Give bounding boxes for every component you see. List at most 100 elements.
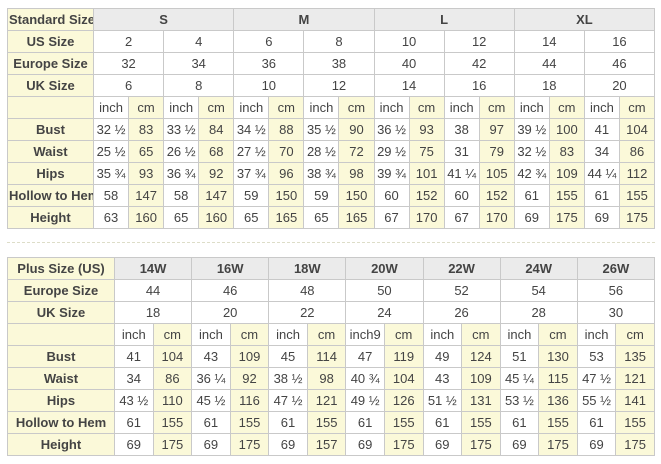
unit-header: cm xyxy=(478,96,515,119)
measurement-cell: 104 xyxy=(383,367,424,390)
table-row: Hollow to Hem 61 155 61 155 61 155 61 155 61 155 61… xyxy=(7,411,655,434)
unit-header: cm xyxy=(306,323,347,346)
measurement-cell: 34 ½ xyxy=(233,118,270,141)
measurement-cell: 69 xyxy=(345,433,385,456)
measurement-cell: 155 xyxy=(229,411,270,434)
measurement-cell: 43 xyxy=(422,367,463,390)
measurement-cell: 75 xyxy=(408,140,445,163)
table-row: Height 69 175 69 175 69 157 69 175 69 175 69 175 69 17… xyxy=(7,433,655,456)
measurement-cell: 69 xyxy=(499,433,540,456)
size-group-header: 22W xyxy=(422,257,501,280)
measurement-cell: 155 xyxy=(548,184,585,207)
measurement-cell: 155 xyxy=(152,411,193,434)
size-cell: 54 xyxy=(499,279,578,302)
row-label: Europe Size xyxy=(7,279,115,302)
measurement-cell: 155 xyxy=(538,411,578,434)
size-cell: 20 xyxy=(583,74,656,97)
row-label: Hips xyxy=(7,389,115,412)
size-cell: 10 xyxy=(373,30,445,53)
size-cell: 56 xyxy=(576,279,656,302)
measurement-cell: 55 ½ xyxy=(576,389,617,412)
measurement-cell: 49 xyxy=(422,345,463,368)
unit-header: cm xyxy=(128,96,165,119)
measurement-cell: 147 xyxy=(128,184,165,207)
unit-header: inch xyxy=(373,96,410,119)
size-cell: 24 xyxy=(345,301,424,324)
unit-header: cm xyxy=(229,323,270,346)
measurement-cell: 105 xyxy=(478,162,515,185)
unit-header: inch xyxy=(92,96,130,119)
measurement-cell: 40 ¾ xyxy=(345,367,385,390)
measurement-cell: 101 xyxy=(408,162,445,185)
size-cell: 44 xyxy=(513,52,585,75)
measurement-cell: 41 xyxy=(114,345,154,368)
size-cell: 6 xyxy=(233,30,305,53)
measurement-cell: 104 xyxy=(152,345,193,368)
measurement-cell: 59 xyxy=(233,184,270,207)
measurement-cell: 141 xyxy=(615,389,655,412)
measurement-cell: 115 xyxy=(538,367,578,390)
size-group-header: 20W xyxy=(345,257,424,280)
unit-header: cm xyxy=(268,96,305,119)
measurement-cell: 119 xyxy=(383,345,424,368)
size-group-header: 14W xyxy=(113,257,193,280)
row-label: US Size xyxy=(7,30,94,53)
size-group-header: 26W xyxy=(576,257,656,280)
unit-header: cm xyxy=(152,323,193,346)
measurement-cell: 175 xyxy=(538,433,578,456)
unit-header: inch xyxy=(576,323,617,346)
row-label: Hollow to Hem xyxy=(7,184,94,207)
unit-header: inch xyxy=(268,323,308,346)
measurement-cell: 69 xyxy=(576,433,617,456)
size-group-header: 16W xyxy=(191,257,270,280)
measurement-cell: 41 xyxy=(583,118,620,141)
measurement-cell: 45 ¼ xyxy=(499,367,540,390)
row-label-empty xyxy=(7,323,115,346)
measurement-cell: 72 xyxy=(338,140,375,163)
table-row: Standard Size S M L XL xyxy=(7,8,656,31)
measurement-cell: 34 xyxy=(114,367,154,390)
measurement-cell: 109 xyxy=(229,345,270,368)
measurement-cell: 47 ½ xyxy=(268,389,308,412)
measurement-cell: 86 xyxy=(618,140,656,163)
measurement-cell: 121 xyxy=(306,389,347,412)
measurement-cell: 65 xyxy=(163,206,200,229)
size-cell: 12 xyxy=(303,74,375,97)
row-label: UK Size xyxy=(7,74,94,97)
unit-header: inch xyxy=(513,96,550,119)
measurement-cell: 27 ½ xyxy=(233,140,270,163)
measurement-cell: 47 ½ xyxy=(576,367,617,390)
measurement-cell: 69 xyxy=(268,433,308,456)
measurement-cell: 175 xyxy=(618,206,656,229)
size-cell: 38 xyxy=(303,52,375,75)
table-row: Hollow to Hem 58 147 58 147 59 150 59 150 60 152 60… xyxy=(7,184,656,207)
measurement-cell: 61 xyxy=(576,411,617,434)
measurement-cell: 69 xyxy=(114,433,154,456)
size-cell: 8 xyxy=(303,30,375,53)
measurement-cell: 45 xyxy=(268,345,308,368)
standard-size-table: Standard Size S M L XL US Size 2 4 6 8 10 12 14 16 Eur… xyxy=(7,8,656,229)
measurement-cell: 35 ½ xyxy=(303,118,340,141)
unit-header: inch xyxy=(499,323,540,346)
measurement-cell: 109 xyxy=(548,162,585,185)
measurement-cell: 165 xyxy=(268,206,305,229)
row-label-empty xyxy=(7,96,94,119)
measurement-cell: 61 xyxy=(499,411,540,434)
size-group-header: M xyxy=(233,8,375,31)
row-label: Bust xyxy=(7,118,94,141)
measurement-cell: 33 ½ xyxy=(163,118,200,141)
table-row: Height 63 160 65 160 65 165 65 165 67 170 67 170 69 17… xyxy=(7,206,656,229)
measurement-cell: 45 ½ xyxy=(191,389,231,412)
measurement-cell: 61 xyxy=(513,184,550,207)
unit-header: cm xyxy=(618,96,656,119)
table-row: UK Size 18 20 22 24 26 28 30 xyxy=(7,301,656,324)
measurement-cell: 61 xyxy=(191,411,231,434)
measurement-cell: 60 xyxy=(443,184,480,207)
measurement-cell: 155 xyxy=(618,184,656,207)
row-label: UK Size xyxy=(7,301,115,324)
size-cell: 32 xyxy=(92,52,165,75)
measurement-cell: 100 xyxy=(548,118,585,141)
plus-size-table: Plus Size (US) 14W 16W 18W 20W 22W 24W 26W Europ… xyxy=(7,257,656,456)
